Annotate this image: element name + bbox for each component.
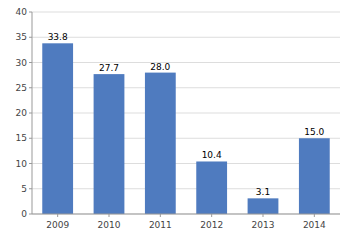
tick-mark [314, 214, 315, 217]
tick-label: 30 [16, 58, 28, 68]
tick-label: 5 [21, 184, 27, 194]
x-axis [32, 214, 340, 215]
bars [42, 43, 329, 214]
grid-line [32, 87, 340, 88]
tick-label: 2013 [252, 220, 275, 230]
bar [299, 138, 330, 214]
bar [145, 73, 176, 214]
tick-mark [211, 214, 212, 217]
data-label: 15.0 [304, 127, 324, 137]
tick-label: 2009 [46, 220, 69, 230]
grid-line [32, 163, 340, 164]
tick-label: 25 [16, 83, 27, 93]
data-label: 27.7 [99, 63, 119, 73]
tick-mark [57, 214, 58, 217]
tick-label: 2012 [200, 220, 223, 230]
bar [94, 74, 125, 214]
grid-line [32, 12, 340, 13]
bar [248, 198, 279, 214]
chart: 0 5 10 15 20 25 30 35 40 33.8 27.7 28.0 10.4 3.1 15.0 2… [0, 0, 350, 238]
tick-label: 35 [16, 32, 27, 42]
tick-label: 2014 [303, 220, 326, 230]
tick-mark [263, 214, 264, 217]
data-label: 28.0 [150, 62, 170, 72]
grid-line [32, 37, 340, 38]
tick-label: 2010 [98, 220, 121, 230]
tick-label: 0 [21, 209, 27, 219]
tick-label: 40 [16, 7, 28, 17]
tick-label: 10 [16, 159, 28, 169]
y-axis [32, 12, 33, 214]
tick-mark [160, 214, 161, 217]
grid-line [32, 113, 340, 114]
tick-mark [109, 214, 110, 217]
tick-label: 15 [16, 133, 27, 143]
bar [196, 161, 227, 214]
tick-label: 2011 [149, 220, 172, 230]
tick-label: 20 [16, 108, 28, 118]
grid-line [32, 188, 340, 189]
data-label: 3.1 [256, 187, 270, 197]
bar [42, 43, 73, 214]
data-label: 33.8 [48, 32, 68, 42]
data-label: 10.4 [202, 150, 222, 160]
grid-line [32, 62, 340, 63]
grid [32, 12, 340, 214]
grid-line [32, 214, 340, 215]
grid-line [32, 138, 340, 139]
